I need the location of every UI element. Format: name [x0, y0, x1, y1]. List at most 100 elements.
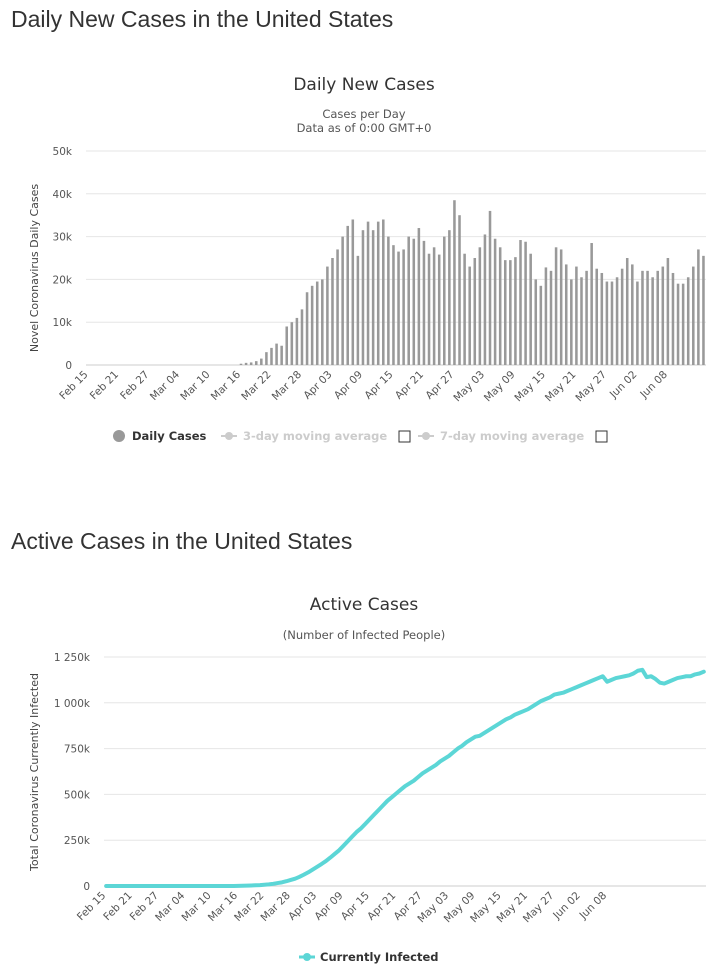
daily-bar[interactable] — [509, 260, 512, 365]
daily-bar[interactable] — [559, 249, 563, 365]
daily-bar[interactable] — [331, 258, 334, 365]
daily-bar[interactable] — [321, 279, 324, 365]
daily-bar[interactable] — [514, 257, 517, 365]
daily-bar[interactable] — [336, 249, 339, 365]
daily-bar[interactable] — [326, 266, 329, 365]
daily-bar[interactable] — [448, 230, 451, 365]
daily-bar[interactable] — [458, 215, 461, 365]
daily-bar[interactable] — [300, 309, 304, 365]
daily-bar[interactable] — [692, 266, 695, 365]
daily-bar[interactable] — [498, 247, 502, 365]
daily-bar[interactable] — [376, 221, 380, 365]
daily-bar[interactable] — [407, 236, 410, 365]
daily-bar[interactable] — [473, 258, 477, 365]
daily-bar[interactable] — [488, 210, 492, 365]
daily-bar[interactable] — [570, 279, 573, 365]
daily-bar[interactable] — [585, 270, 588, 365]
legend-item-3day-average[interactable]: 3-day moving average — [221, 429, 411, 443]
daily-bar[interactable] — [697, 249, 700, 365]
daily-bar[interactable] — [305, 292, 309, 365]
daily-bar[interactable] — [361, 230, 365, 365]
daily-bar[interactable] — [503, 260, 507, 365]
daily-bar[interactable] — [412, 238, 416, 365]
daily-bar[interactable] — [641, 270, 644, 365]
daily-bar[interactable] — [453, 200, 456, 365]
daily-bar[interactable] — [549, 270, 553, 365]
daily-bar[interactable] — [417, 228, 421, 365]
daily-bar[interactable] — [432, 247, 436, 365]
daily-bar[interactable] — [544, 267, 548, 365]
daily-bar[interactable] — [422, 240, 426, 365]
daily-bar[interactable] — [564, 264, 568, 365]
daily-bar[interactable] — [575, 266, 578, 365]
daily-bar[interactable] — [310, 285, 314, 365]
legend-3day-checkbox[interactable] — [398, 430, 411, 443]
daily-bar[interactable] — [534, 279, 538, 365]
daily-bar[interactable] — [605, 281, 609, 365]
legend-item-currently-infected[interactable]: Currently Infected — [299, 950, 439, 964]
daily-bar[interactable] — [671, 272, 675, 365]
daily-bar[interactable] — [249, 362, 253, 365]
daily-bar[interactable] — [651, 277, 654, 365]
daily-bar[interactable] — [295, 317, 299, 365]
daily-bar[interactable] — [463, 253, 466, 365]
daily-bar[interactable] — [676, 283, 680, 365]
daily-bar[interactable] — [656, 270, 659, 365]
daily-bar[interactable] — [636, 281, 639, 365]
daily-bar[interactable] — [239, 363, 243, 365]
daily-bar[interactable] — [443, 236, 446, 365]
daily-bar[interactable] — [280, 345, 283, 365]
daily-bar[interactable] — [382, 219, 385, 365]
daily-bar[interactable] — [437, 254, 441, 365]
daily-bar[interactable] — [539, 285, 543, 365]
daily-bar[interactable] — [290, 322, 294, 365]
daily-bar[interactable] — [519, 240, 522, 365]
legend-item-daily-cases[interactable]: Daily Cases — [113, 429, 207, 443]
daily-bar[interactable] — [646, 270, 649, 365]
daily-bar[interactable] — [387, 236, 390, 365]
daily-bar[interactable] — [666, 258, 670, 365]
daily-bar[interactable] — [392, 245, 395, 365]
daily-bar[interactable] — [554, 247, 558, 365]
daily-bar[interactable] — [270, 347, 273, 365]
daily-bar[interactable] — [595, 268, 599, 365]
daily-bar[interactable] — [686, 277, 690, 365]
daily-bar[interactable] — [285, 326, 289, 365]
daily-bar[interactable] — [366, 221, 370, 365]
daily-bar[interactable] — [351, 219, 355, 365]
daily-bar[interactable] — [620, 268, 624, 365]
daily-bar[interactable] — [260, 358, 263, 365]
daily-bar[interactable] — [590, 243, 593, 365]
daily-bar[interactable] — [580, 277, 583, 365]
daily-bar[interactable] — [346, 225, 349, 365]
legend-7day-checkbox[interactable] — [595, 430, 608, 443]
daily-bar[interactable] — [625, 258, 629, 365]
daily-bar[interactable] — [402, 249, 405, 365]
daily-bar[interactable] — [244, 362, 248, 365]
daily-bar[interactable] — [397, 251, 400, 365]
daily-bar[interactable] — [661, 266, 665, 365]
daily-bar[interactable] — [275, 343, 278, 365]
daily-bar[interactable] — [478, 247, 482, 365]
daily-bar[interactable] — [631, 264, 634, 365]
daily-bar[interactable] — [427, 253, 431, 365]
daily-bar[interactable] — [493, 238, 497, 365]
daily-y-ticks: 0 10k 20k 30k 40k 50k — [53, 146, 73, 372]
active-y-axis-label: Total Coronavirus Currently Infected — [28, 673, 41, 872]
daily-bar[interactable] — [600, 272, 604, 365]
daily-bar[interactable] — [341, 236, 344, 365]
daily-bar[interactable] — [681, 283, 685, 365]
daily-bar[interactable] — [610, 281, 614, 365]
daily-bar[interactable] — [529, 253, 532, 365]
daily-bar[interactable] — [615, 277, 619, 365]
daily-bar[interactable] — [483, 234, 487, 365]
daily-bar[interactable] — [468, 266, 471, 365]
daily-bar[interactable] — [254, 361, 258, 365]
daily-bar[interactable] — [265, 352, 268, 365]
daily-bar[interactable] — [524, 241, 527, 365]
daily-bar[interactable] — [315, 281, 319, 365]
legend-item-7day-average[interactable]: 7-day moving average — [418, 429, 608, 443]
daily-bar[interactable] — [356, 255, 360, 365]
daily-bar[interactable] — [702, 255, 705, 365]
daily-bar[interactable] — [371, 230, 375, 365]
